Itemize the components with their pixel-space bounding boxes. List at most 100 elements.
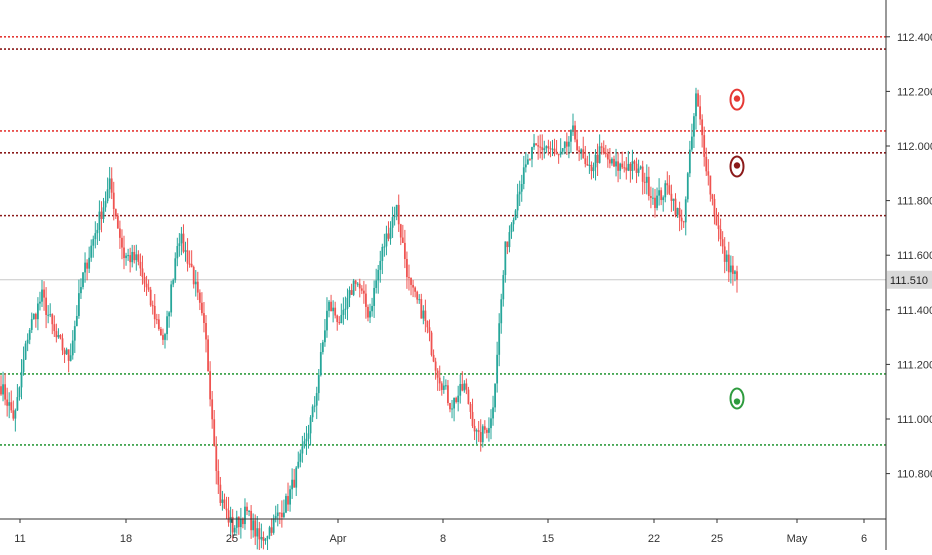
candle-body bbox=[385, 233, 388, 247]
candle-body bbox=[116, 215, 119, 229]
candle-body bbox=[516, 194, 519, 211]
candle-body bbox=[713, 198, 716, 215]
candle-body bbox=[239, 518, 242, 528]
candle-body bbox=[498, 323, 501, 355]
candle-body bbox=[666, 183, 669, 186]
candle-body bbox=[375, 280, 378, 288]
candle-body bbox=[313, 405, 316, 407]
candle-body bbox=[492, 407, 494, 419]
candle-body bbox=[633, 161, 636, 164]
candle-body bbox=[403, 242, 406, 260]
candle-body bbox=[184, 250, 187, 252]
candle-body bbox=[574, 125, 576, 140]
candle-body bbox=[490, 418, 492, 429]
candle-body bbox=[59, 334, 62, 339]
candle-body bbox=[731, 265, 734, 274]
candle-body bbox=[305, 438, 308, 442]
candle-body bbox=[588, 164, 591, 166]
candle-body bbox=[469, 404, 472, 412]
candle-body bbox=[440, 383, 443, 390]
candle-body bbox=[463, 383, 466, 391]
candle-body bbox=[604, 152, 607, 155]
marker-2 bbox=[729, 155, 745, 178]
candle-body bbox=[598, 146, 601, 163]
candle-body bbox=[686, 173, 689, 200]
candle-body bbox=[678, 207, 681, 218]
candle-body bbox=[406, 259, 408, 278]
candle-body bbox=[295, 467, 298, 488]
candle-body bbox=[190, 263, 193, 267]
candle-body bbox=[151, 305, 154, 307]
candle-body bbox=[162, 335, 164, 340]
candle-body bbox=[141, 268, 144, 277]
y-tick-label: 111.200 bbox=[897, 359, 932, 371]
candle-body bbox=[442, 385, 445, 390]
candle-body bbox=[420, 299, 423, 319]
candle-body bbox=[654, 197, 656, 208]
candle-body bbox=[317, 375, 320, 394]
candle-body bbox=[627, 163, 630, 171]
y-tick-label: 111.600 bbox=[897, 250, 932, 262]
candle-body bbox=[377, 269, 380, 281]
candle-body bbox=[623, 167, 626, 169]
candle-body bbox=[549, 148, 552, 150]
candle-body bbox=[18, 387, 21, 398]
candle-body bbox=[106, 189, 109, 202]
x-tick-label: 25 bbox=[711, 533, 723, 545]
candle-body bbox=[408, 277, 410, 279]
candle-body bbox=[381, 246, 384, 261]
candle-body bbox=[324, 330, 326, 343]
candle-body bbox=[2, 384, 4, 395]
x-tick-label: 6 bbox=[861, 533, 867, 545]
candle-body bbox=[483, 426, 486, 430]
candle-body bbox=[705, 156, 708, 172]
candle-body bbox=[584, 158, 587, 165]
candle-body bbox=[660, 190, 663, 201]
candle-body bbox=[344, 308, 347, 310]
candle-body bbox=[547, 146, 550, 149]
candle-body bbox=[565, 141, 568, 147]
candle-body bbox=[264, 538, 267, 541]
candle-body bbox=[225, 508, 228, 511]
candle-body bbox=[67, 349, 70, 361]
candle-body bbox=[621, 163, 624, 168]
candle-body bbox=[32, 313, 35, 320]
candle-body bbox=[198, 292, 201, 303]
candle-body bbox=[567, 141, 570, 147]
candle-body bbox=[736, 271, 738, 280]
candle-body bbox=[559, 151, 562, 155]
candle-body bbox=[272, 518, 275, 533]
y-tick-label: 112.400 bbox=[897, 32, 932, 44]
y-axis[interactable]: 110.800 111.000 111.200 111.400 111.600 111.8… bbox=[886, 32, 932, 481]
candle-body bbox=[350, 290, 353, 295]
candle-body bbox=[354, 280, 357, 284]
candle-body bbox=[332, 307, 335, 312]
candle-body bbox=[291, 479, 294, 490]
candle-body bbox=[352, 280, 355, 295]
candle-body bbox=[643, 181, 646, 183]
candle-body bbox=[707, 171, 710, 176]
candle-body bbox=[235, 516, 238, 528]
candle-body bbox=[682, 221, 685, 223]
candle-body bbox=[438, 377, 441, 384]
candle-body bbox=[321, 342, 324, 353]
candle-body bbox=[602, 147, 605, 153]
candle-body bbox=[119, 228, 121, 238]
candle-body bbox=[582, 149, 585, 159]
candle-body bbox=[164, 334, 166, 340]
candle-body bbox=[338, 322, 341, 324]
candle-body bbox=[488, 428, 490, 433]
candle-body bbox=[55, 331, 58, 338]
candle-body bbox=[57, 334, 60, 338]
candle-body bbox=[133, 251, 136, 261]
candle-body bbox=[268, 527, 271, 537]
candle-body bbox=[178, 243, 181, 247]
x-axis[interactable]: 11 18 25 Apr 8 15 22 25 May 6 bbox=[14, 519, 867, 545]
candle-body bbox=[330, 301, 332, 312]
candle-body bbox=[37, 303, 39, 320]
candle-body bbox=[121, 237, 123, 248]
candle-body bbox=[379, 260, 382, 270]
x-tick-label: 11 bbox=[14, 533, 25, 545]
